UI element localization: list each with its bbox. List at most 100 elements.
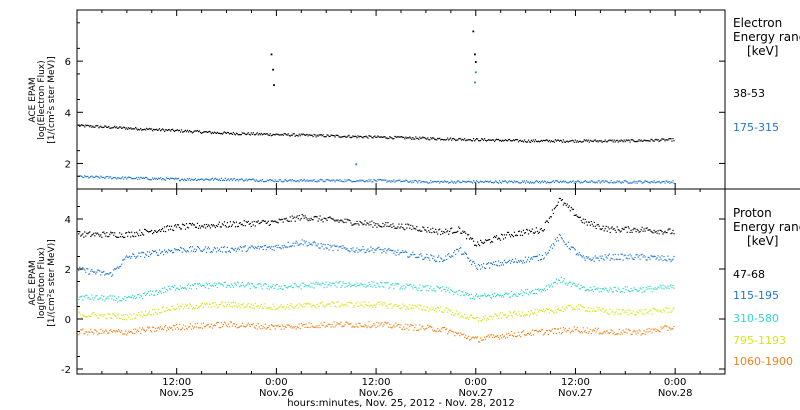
data-point — [100, 125, 102, 127]
data-point — [331, 218, 333, 220]
data-point — [386, 306, 388, 308]
data-point — [242, 284, 244, 286]
data-point — [124, 236, 126, 238]
data-point — [584, 310, 586, 312]
data-point — [445, 228, 447, 230]
data-point — [509, 181, 512, 183]
data-point — [92, 125, 94, 127]
data-point — [395, 282, 397, 284]
data-point — [446, 287, 448, 289]
data-point — [155, 178, 157, 180]
data-point — [217, 250, 219, 252]
data-point — [220, 302, 222, 304]
data-point — [188, 303, 191, 305]
data-point — [192, 224, 195, 226]
y-tick-label: 6 — [65, 57, 71, 68]
data-point — [180, 287, 183, 289]
data-point — [199, 305, 202, 307]
data-point — [240, 285, 242, 287]
data-point — [614, 253, 616, 255]
data-point — [517, 230, 520, 233]
data-point — [411, 324, 413, 326]
data-point — [638, 309, 640, 311]
data-point — [496, 138, 498, 140]
data-point — [542, 308, 544, 310]
data-point — [222, 179, 224, 181]
x-tick-time: 12:00 — [162, 377, 191, 388]
data-point — [247, 132, 249, 134]
data-point — [444, 326, 446, 328]
data-point — [384, 302, 386, 304]
data-point — [328, 179, 330, 181]
data-point — [638, 180, 640, 182]
data-point — [144, 314, 146, 317]
data-point — [504, 237, 507, 239]
data-point — [449, 329, 451, 331]
data-point — [462, 253, 464, 255]
data-point — [156, 330, 158, 332]
data-point — [244, 285, 246, 287]
data-point — [440, 306, 442, 308]
data-point — [170, 228, 172, 230]
data-point — [610, 312, 612, 314]
data-point — [200, 250, 203, 252]
data-point — [534, 139, 536, 141]
data-point — [424, 137, 426, 139]
data-point — [270, 135, 272, 137]
data-point — [550, 140, 552, 142]
data-point — [318, 180, 320, 182]
x-axis-title: hours:minutes, Nov. 25, 2012 - Nov. 28, … — [287, 398, 515, 409]
data-point — [433, 231, 435, 233]
data-point — [504, 139, 507, 141]
data-point — [271, 179, 273, 181]
data-point — [135, 298, 137, 300]
data-point — [448, 233, 450, 235]
proton-legend-title: Proton — [733, 206, 772, 220]
data-point — [538, 180, 540, 183]
data-point — [482, 295, 484, 297]
data-point — [370, 224, 372, 226]
data-point — [620, 182, 622, 184]
data-point — [664, 259, 666, 261]
data-point — [85, 235, 87, 237]
data-point — [623, 228, 625, 230]
data-point — [124, 295, 126, 298]
data-point — [130, 236, 132, 238]
data-point — [665, 232, 667, 234]
data-point — [360, 325, 362, 327]
data-point — [564, 283, 566, 285]
data-point — [295, 284, 297, 286]
data-point — [122, 319, 124, 321]
data-point — [538, 141, 540, 143]
data-point — [564, 309, 566, 311]
data-point — [649, 258, 651, 260]
data-point — [101, 126, 103, 128]
data-point — [141, 177, 143, 179]
data-point — [342, 136, 344, 138]
data-point — [526, 288, 529, 290]
data-point — [132, 253, 134, 255]
data-point — [174, 129, 177, 132]
data-point — [579, 254, 581, 256]
data-point — [124, 333, 126, 335]
data-point — [666, 287, 668, 289]
data-point — [356, 220, 358, 222]
data-point — [143, 177, 145, 179]
data-point — [587, 221, 589, 223]
data-point — [581, 306, 583, 308]
data-point — [595, 181, 597, 183]
data-point — [375, 286, 377, 288]
data-point — [92, 270, 94, 272]
data-point — [398, 305, 400, 307]
data-point — [297, 180, 299, 182]
data-point — [109, 330, 111, 332]
data-point — [606, 312, 608, 314]
data-point — [240, 304, 242, 306]
data-point — [346, 286, 348, 288]
data-point — [491, 139, 493, 141]
data-point — [530, 257, 532, 259]
data-point — [211, 251, 213, 253]
data-point — [639, 180, 641, 182]
data-point — [555, 140, 557, 142]
data-point — [425, 229, 427, 231]
